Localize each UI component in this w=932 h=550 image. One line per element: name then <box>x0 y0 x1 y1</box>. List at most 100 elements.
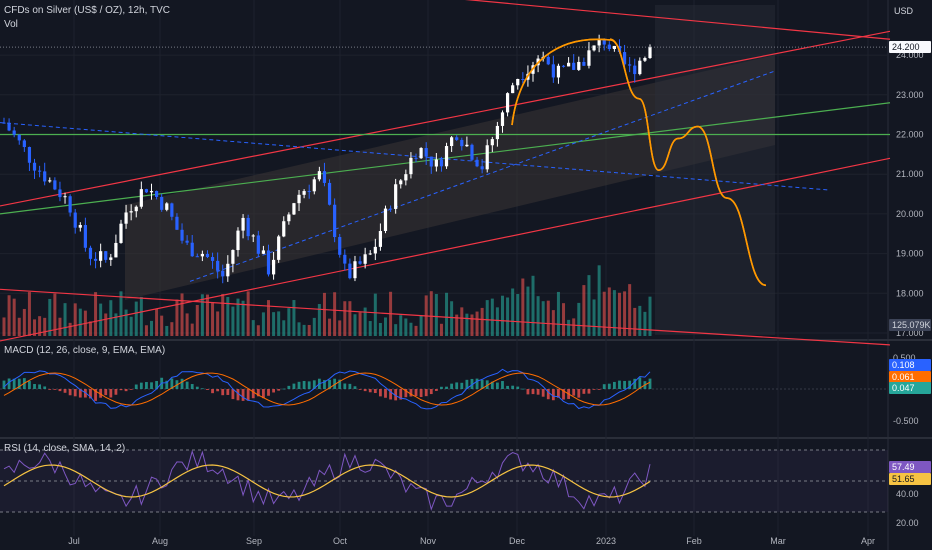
volume-bar <box>470 314 474 336</box>
macd-hist-bar <box>190 384 194 389</box>
volume-bar <box>17 317 21 336</box>
candle-body <box>511 85 515 94</box>
macd-hist-bar <box>277 389 281 391</box>
candle-body <box>424 148 428 157</box>
candle-body <box>241 217 245 231</box>
macd-line <box>3 368 651 410</box>
candle-body <box>612 45 616 50</box>
candle-body <box>231 250 235 264</box>
volume-bar <box>200 294 204 336</box>
candle-body <box>53 180 57 190</box>
volume-bar <box>297 322 301 336</box>
candle-body <box>119 223 123 243</box>
candle-body <box>388 208 393 210</box>
candle-body <box>383 208 388 232</box>
candle-body <box>363 254 367 264</box>
candle-body <box>124 212 128 224</box>
volume-bar <box>541 301 545 336</box>
volume-bar <box>623 291 627 336</box>
volume-bar <box>373 293 377 336</box>
macd-hist-bar <box>292 383 296 389</box>
candle-body <box>48 180 52 182</box>
macd-hist-bar <box>373 389 377 394</box>
volume-bar <box>572 318 576 336</box>
volume-bar <box>633 307 637 336</box>
macd-hist-bar <box>150 382 153 389</box>
volume-bar <box>521 278 525 336</box>
volume-bar <box>485 300 489 336</box>
x-tick-label: Feb <box>686 536 702 546</box>
volume-bar <box>455 314 459 336</box>
volume-bar <box>68 322 72 336</box>
candle-body <box>190 242 194 257</box>
macd-hist-bar <box>282 388 286 390</box>
macd-hist-bar <box>226 389 230 395</box>
volume-bar <box>58 317 62 336</box>
candle-body <box>312 179 316 192</box>
candle-body <box>2 122 6 124</box>
symbol-title[interactable]: CFDs on Silver (US$ / OZ), 12h, TVC <box>4 5 170 16</box>
candle-body <box>185 240 189 243</box>
macd-hist-bar <box>165 380 169 389</box>
macd-hist-bar <box>7 378 11 389</box>
volume-bar <box>358 312 362 336</box>
volume-bar <box>33 319 37 336</box>
macd-hist-bar <box>450 383 454 389</box>
macd-hist-bar <box>119 389 123 391</box>
trendline-lower-channel <box>0 157 891 342</box>
candle-body <box>292 203 296 215</box>
macd-hist-bar <box>551 389 555 401</box>
candle-body <box>83 225 87 248</box>
candle-body <box>22 140 26 148</box>
macd-tick-label: -0.500 <box>893 416 919 426</box>
macd-hist-bar <box>231 389 235 400</box>
x-tick-label: Aug <box>152 536 168 546</box>
candle-body <box>7 122 11 131</box>
volume-label[interactable]: Vol <box>4 19 18 30</box>
volume-bar <box>439 323 443 336</box>
candle-body <box>607 44 611 50</box>
macd-hist-bar <box>267 389 270 396</box>
volume-bar <box>195 304 199 336</box>
candle-body <box>210 257 215 261</box>
y-tick-label: 22.000 <box>896 130 924 140</box>
candle-body <box>58 189 62 198</box>
projection-forecast <box>609 38 767 287</box>
candle-body <box>490 139 494 146</box>
candle-body <box>414 157 418 159</box>
projection-path[interactable] <box>511 38 767 287</box>
macd-title[interactable]: MACD (12, 26, close, 9, EMA, EMA) <box>4 345 166 356</box>
macd-hist-bar <box>648 378 652 389</box>
volume-bar <box>170 322 174 336</box>
volume-bar <box>414 325 418 336</box>
macd-hist-bar <box>358 389 362 390</box>
candle-body <box>485 145 489 170</box>
macd-hist-bar <box>429 389 433 395</box>
macd-hist-bar <box>399 389 403 400</box>
candle-body <box>205 253 210 258</box>
candle-body <box>236 230 240 251</box>
volume-bar <box>546 300 550 336</box>
macd-hist-bar <box>307 381 311 389</box>
volume-bar <box>378 322 382 336</box>
rsi-title[interactable]: RSI (14, close, SMA, 14, 2) <box>4 443 126 454</box>
volume-bar <box>139 296 143 336</box>
x-tick-label: 2023 <box>596 536 616 546</box>
candle-body <box>602 39 606 45</box>
candle-body <box>307 191 311 193</box>
candle-body <box>302 191 306 195</box>
channel-fill <box>125 55 775 300</box>
macd-hist-bar <box>221 389 225 396</box>
macd-hist-bar <box>541 389 545 397</box>
candle-body <box>271 259 276 275</box>
macd-hist-bar <box>287 385 291 389</box>
candle-body <box>73 212 77 228</box>
volume-bar <box>246 291 250 336</box>
macd-hist-bar <box>211 389 214 394</box>
candle-body <box>439 159 444 167</box>
macd-hist-bar <box>384 389 387 398</box>
volume-bar <box>114 313 118 336</box>
volume-bar <box>292 300 296 336</box>
macd-hist-bar <box>99 389 103 398</box>
